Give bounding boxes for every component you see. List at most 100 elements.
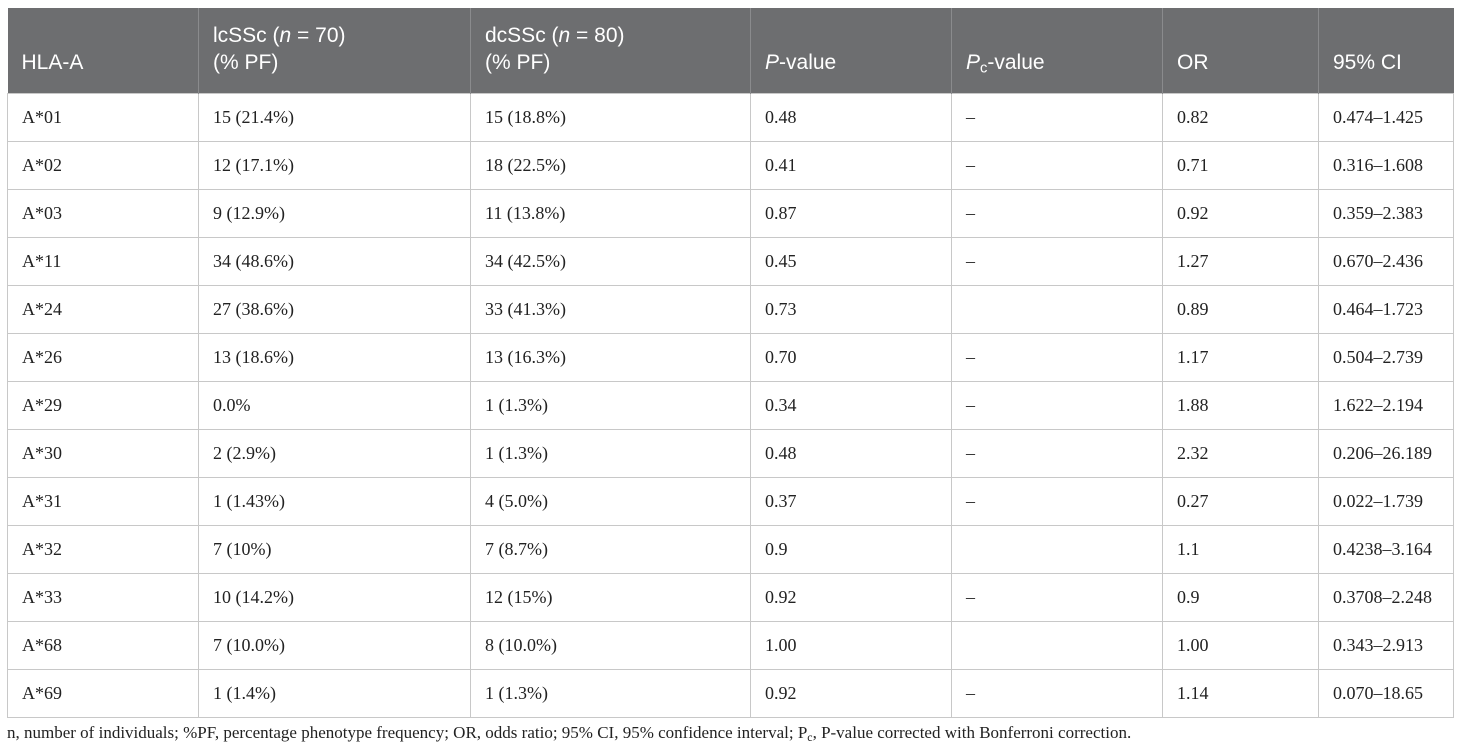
table-cell: – xyxy=(951,236,1163,286)
table-cell: – xyxy=(951,572,1163,622)
table-cell: 0.48 xyxy=(750,428,952,478)
table-cell: 0.504–2.739 xyxy=(1318,332,1454,382)
table-cell: 1.1 xyxy=(1162,524,1319,574)
table-cell xyxy=(951,524,1163,574)
table-cell: 13 (16.3%) xyxy=(470,332,751,382)
table-cell: 0.48 xyxy=(750,92,952,142)
table-cell: 18 (22.5%) xyxy=(470,140,751,190)
table-cell: – xyxy=(951,92,1163,142)
table-cell: 0.070–18.65 xyxy=(1318,668,1454,718)
table-cell: 12 (17.1%) xyxy=(198,140,471,190)
header-row: HLA-A lcSSc (n = 70) (% PF) dcSSc (n = 8… xyxy=(7,8,1454,94)
table-cell: 0.92 xyxy=(1162,188,1319,238)
table-cell: A*32 xyxy=(7,524,199,574)
table-cell: – xyxy=(951,140,1163,190)
table-row: A*69 1 (1.4%) 1 (1.3%) 0.92–1.14 0.070–18.65 xyxy=(7,668,1454,718)
table-cell: 0.4238–3.164 xyxy=(1318,524,1454,574)
table-cell: A*29 xyxy=(7,380,199,430)
table-cell: 0.022–1.739 xyxy=(1318,476,1454,526)
table-cell: 10 (14.2%) xyxy=(198,572,471,622)
table-cell: 1 (1.3%) xyxy=(470,380,751,430)
table-cell: 1.00 xyxy=(750,620,952,670)
table-cell: 7 (8.7%) xyxy=(470,524,751,574)
table-cell: A*33 xyxy=(7,572,199,622)
table-cell: 1 (1.3%) xyxy=(470,428,751,478)
table-cell: 0.92 xyxy=(750,668,952,718)
table-cell: A*68 xyxy=(7,620,199,670)
col-header-pc-value: Pc-value xyxy=(951,8,1163,94)
table-cell: A*03 xyxy=(7,188,199,238)
table-cell xyxy=(951,620,1163,670)
table-row: A*26 13 (18.6%) 13 (16.3%) 0.70–1.17 0.504–2… xyxy=(7,332,1454,382)
table-cell: – xyxy=(951,380,1163,430)
table-cell: 0.87 xyxy=(750,188,952,238)
table-cell: A*30 xyxy=(7,428,199,478)
table-row: A*11 34 (48.6%) 34 (42.5%) 0.45–1.27 0.670–2… xyxy=(7,236,1454,286)
table-cell: 34 (48.6%) xyxy=(198,236,471,286)
table-row: A*01 15 (21.4%) 15 (18.8%) 0.48–0.82 0.474–1… xyxy=(7,92,1454,142)
col-header-hla-a: HLA-A xyxy=(7,8,199,94)
table-cell: 9 (12.9%) xyxy=(198,188,471,238)
table-cell: 1.622–2.194 xyxy=(1318,380,1454,430)
table-cell xyxy=(951,284,1163,334)
table-cell: 0.73 xyxy=(750,284,952,334)
table-cell: 0.92 xyxy=(750,572,952,622)
col-header-lcssc: lcSSc (n = 70) (% PF) xyxy=(198,8,471,94)
table-cell: 0.474–1.425 xyxy=(1318,92,1454,142)
table-cell: 0.343–2.913 xyxy=(1318,620,1454,670)
table-cell: 1.17 xyxy=(1162,332,1319,382)
table-cell: 0.0% xyxy=(198,380,471,430)
table-cell: 7 (10%) xyxy=(198,524,471,574)
table-row: A*30 2 (2.9%) 1 (1.3%) 0.48–2.32 0.206–26.18… xyxy=(7,428,1454,478)
table-cell: – xyxy=(951,332,1163,382)
table-cell: 0.670–2.436 xyxy=(1318,236,1454,286)
table-cell: 7 (10.0%) xyxy=(198,620,471,670)
col-header-or: OR xyxy=(1162,8,1319,94)
table-cell: A*26 xyxy=(7,332,199,382)
table-cell: – xyxy=(951,428,1163,478)
table-cell: 1 (1.4%) xyxy=(198,668,471,718)
col-header-dcssc: dcSSc (n = 80) (% PF) xyxy=(470,8,751,94)
table-cell: 0.206–26.189 xyxy=(1318,428,1454,478)
table-cell: 0.27 xyxy=(1162,476,1319,526)
col-header-95ci: 95% CI xyxy=(1318,8,1454,94)
table-cell: 11 (13.8%) xyxy=(470,188,751,238)
table-cell: 15 (18.8%) xyxy=(470,92,751,142)
table-cell: 12 (15%) xyxy=(470,572,751,622)
table-row: A*32 7 (10%) 7 (8.7%) 0.9 1.1 0.4238–3.164 xyxy=(7,524,1454,574)
table-cell: 0.3708–2.248 xyxy=(1318,572,1454,622)
table-cell: 0.71 xyxy=(1162,140,1319,190)
table-cell: 0.37 xyxy=(750,476,952,526)
table-cell: 0.82 xyxy=(1162,92,1319,142)
hla-a-table: HLA-A lcSSc (n = 70) (% PF) dcSSc (n = 8… xyxy=(7,8,1454,718)
table-cell: 13 (18.6%) xyxy=(198,332,471,382)
hla-table-container: HLA-A lcSSc (n = 70) (% PF) dcSSc (n = 8… xyxy=(7,8,1454,718)
col-header-p-value: P-value xyxy=(750,8,952,94)
table-cell: A*24 xyxy=(7,284,199,334)
table-cell: 0.41 xyxy=(750,140,952,190)
table-cell: 0.9 xyxy=(1162,572,1319,622)
table-cell: 27 (38.6%) xyxy=(198,284,471,334)
table-row: A*29 0.0% 1 (1.3%) 0.34–1.88 1.622–2.194 xyxy=(7,380,1454,430)
table-cell: 0.89 xyxy=(1162,284,1319,334)
table-cell: 0.45 xyxy=(750,236,952,286)
table-row: A*02 12 (17.1%) 18 (22.5%) 0.41–0.71 0.316–1… xyxy=(7,140,1454,190)
table-cell: 4 (5.0%) xyxy=(470,476,751,526)
table-cell: 1 (1.43%) xyxy=(198,476,471,526)
table-cell: 2.32 xyxy=(1162,428,1319,478)
table-cell: 1.14 xyxy=(1162,668,1319,718)
table-row: A*24 27 (38.6%) 33 (41.3%) 0.73 0.89 0.464–1.… xyxy=(7,284,1454,334)
table-cell: A*11 xyxy=(7,236,199,286)
table-cell: 0.9 xyxy=(750,524,952,574)
table-cell: 0.70 xyxy=(750,332,952,382)
table-cell: 1.00 xyxy=(1162,620,1319,670)
table-cell: 2 (2.9%) xyxy=(198,428,471,478)
table-cell: 34 (42.5%) xyxy=(470,236,751,286)
table-footnote: n, number of individuals; %PF, percentag… xyxy=(7,723,1132,744)
table-cell: – xyxy=(951,188,1163,238)
table-cell: 0.359–2.383 xyxy=(1318,188,1454,238)
table-cell: 1.27 xyxy=(1162,236,1319,286)
table-cell: 0.34 xyxy=(750,380,952,430)
table-cell: A*02 xyxy=(7,140,199,190)
table-cell: 1 (1.3%) xyxy=(470,668,751,718)
